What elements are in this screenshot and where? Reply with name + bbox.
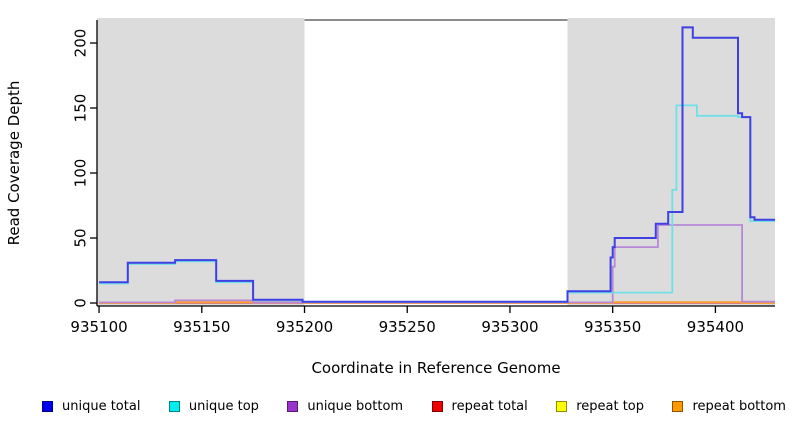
plot-area: 0 50 100 150 200 935100 935150 935200 935250 9353… xyxy=(70,18,775,336)
x-tick-label: 935100 xyxy=(70,318,127,336)
x-tick-label: 935150 xyxy=(173,318,230,336)
legend-swatch xyxy=(287,401,299,412)
legend-label: unique top xyxy=(188,399,259,414)
legend-item-unique-bottom: unique bottom xyxy=(287,399,403,414)
x-tick-label: 935300 xyxy=(481,318,538,336)
y-axis-label: Read Coverage Depth xyxy=(5,80,23,246)
y-tick-label: 50 xyxy=(72,228,90,247)
shaded-region-1 xyxy=(567,18,775,306)
legend-swatch xyxy=(42,401,53,412)
series-line-unique-bottom xyxy=(99,224,775,304)
x-tick-label: 935250 xyxy=(379,318,436,336)
shaded-region-0 xyxy=(97,18,305,306)
x-tick-label: 935400 xyxy=(687,318,744,336)
legend-label: repeat total xyxy=(451,399,528,414)
legend-item-unique-total: unique total xyxy=(42,399,140,414)
legend-label: unique total xyxy=(62,399,141,414)
chart-svg: 0 50 100 150 200 935100 935150 935200 935250 9353… xyxy=(70,18,775,336)
x-tick-label: 935350 xyxy=(584,318,641,336)
legend-item-repeat-top: repeat top xyxy=(556,399,644,414)
y-tick-label: 150 xyxy=(72,94,90,123)
x-axis-label: Coordinate in Reference Genome xyxy=(311,359,561,377)
legend-swatch xyxy=(431,401,443,412)
legend-swatch xyxy=(672,401,684,412)
y-tick-label: 200 xyxy=(72,29,90,58)
legend-label: unique bottom xyxy=(307,399,404,414)
legend-swatch xyxy=(168,401,180,412)
legend-label: repeat bottom xyxy=(692,399,786,414)
legend-label: repeat top xyxy=(576,399,644,414)
legend-item-repeat-bottom: repeat bottom xyxy=(672,399,786,414)
legend-item-repeat-total: repeat total xyxy=(431,399,528,414)
y-tick-label: 0 xyxy=(72,298,90,308)
legend-item-unique-top: unique top xyxy=(168,399,259,414)
x-tick-label: 935200 xyxy=(276,318,333,336)
y-tick-label: 100 xyxy=(72,159,90,188)
series-line-unique-total xyxy=(99,26,775,303)
legend-swatch xyxy=(556,401,568,412)
legend: unique total unique top unique bottom repea… xyxy=(42,399,786,414)
